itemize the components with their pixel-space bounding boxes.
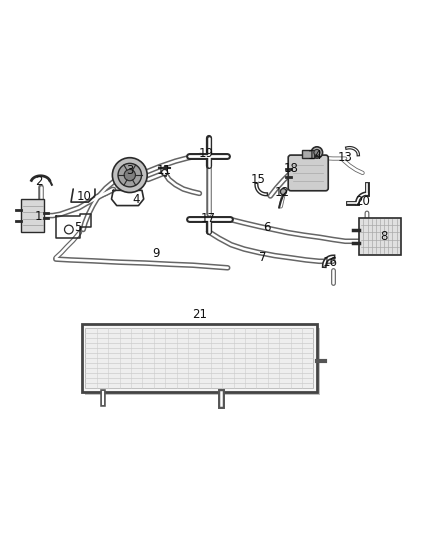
Bar (359, 217, 401, 255)
Text: 7: 7 (259, 251, 266, 264)
Text: 3: 3 (126, 164, 134, 177)
Circle shape (124, 169, 135, 181)
Text: 11: 11 (157, 164, 172, 177)
Text: 21: 21 (192, 308, 207, 321)
Text: 19: 19 (198, 147, 213, 160)
Text: 18: 18 (283, 162, 298, 175)
Text: 1: 1 (35, 210, 42, 223)
Circle shape (162, 169, 168, 175)
Text: 14: 14 (307, 149, 322, 162)
Text: 13: 13 (338, 151, 353, 164)
Text: 5: 5 (74, 221, 81, 234)
Text: 20: 20 (355, 195, 370, 208)
Bar (85, 328, 321, 395)
Text: 15: 15 (251, 173, 265, 186)
Text: 16: 16 (322, 256, 338, 269)
Text: 10: 10 (77, 190, 92, 204)
Text: 17: 17 (201, 212, 215, 225)
Text: 12: 12 (275, 186, 290, 199)
Text: 2: 2 (35, 175, 42, 188)
Text: 8: 8 (381, 230, 388, 243)
FancyBboxPatch shape (288, 155, 328, 191)
Circle shape (118, 163, 141, 187)
Bar (85, 328, 314, 388)
Circle shape (64, 225, 73, 234)
Bar (21, 199, 44, 232)
Bar (302, 150, 314, 158)
Circle shape (280, 189, 286, 195)
Circle shape (311, 147, 322, 158)
Bar (82, 324, 317, 392)
Text: 4: 4 (133, 192, 140, 206)
Text: 6: 6 (263, 221, 271, 234)
Circle shape (314, 149, 320, 156)
Text: 9: 9 (152, 247, 159, 260)
Circle shape (113, 158, 147, 192)
